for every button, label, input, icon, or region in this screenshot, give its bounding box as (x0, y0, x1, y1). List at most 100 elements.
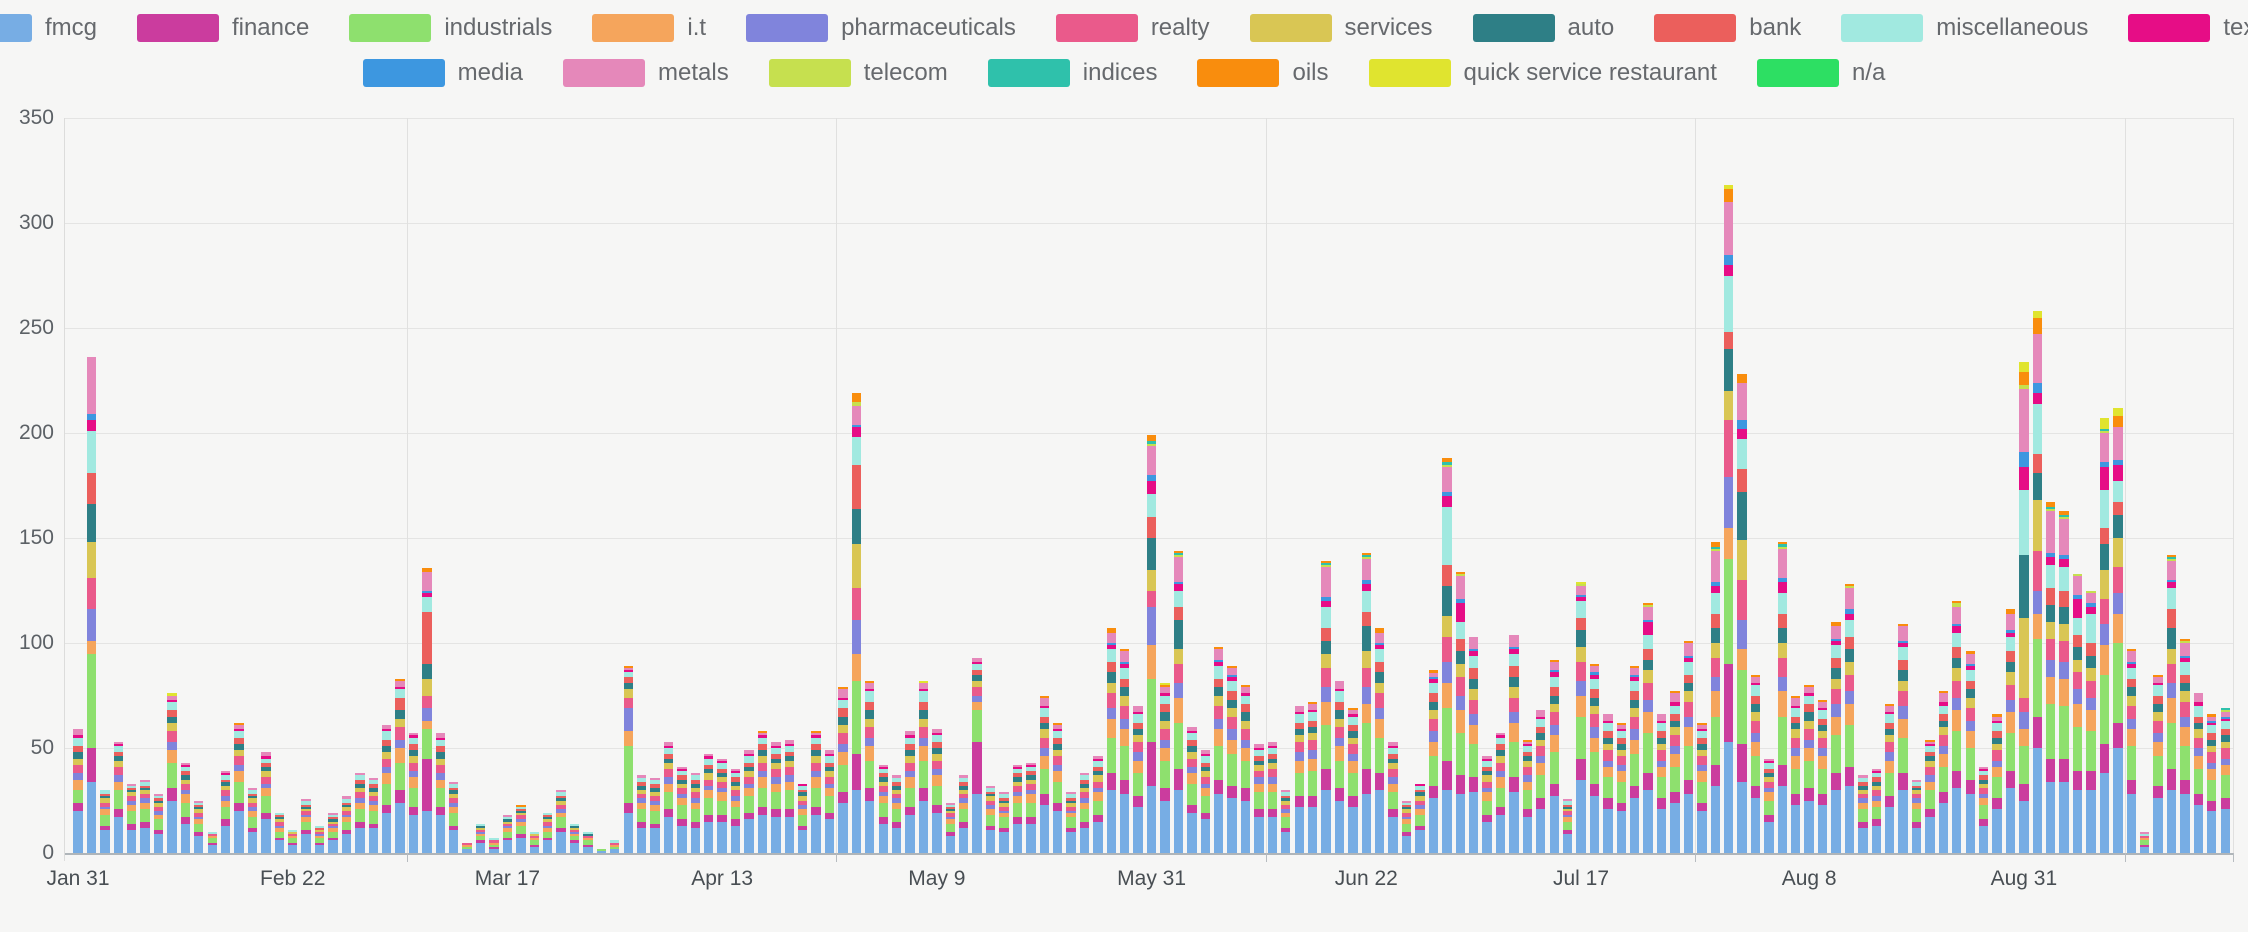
bar-7[interactable] (167, 693, 177, 853)
bar-96[interactable] (1361, 552, 1371, 853)
bar-123[interactable] (1723, 185, 1734, 853)
bar-134[interactable] (1871, 769, 1881, 853)
bar-78[interactable] (1120, 649, 1130, 853)
bar-21[interactable] (355, 773, 365, 853)
bar-68[interactable] (985, 785, 996, 853)
bar-58[interactable] (851, 393, 862, 853)
bar-51[interactable] (757, 731, 768, 853)
legend-item-realty[interactable]: realty (1055, 14, 1210, 42)
bar-110[interactable] (1549, 659, 1559, 853)
bar-84[interactable] (1200, 750, 1210, 853)
bar-118[interactable] (1656, 714, 1667, 853)
bar-100[interactable] (1415, 783, 1425, 853)
bar-147[interactable] (2046, 502, 2056, 853)
bar-138[interactable] (1925, 739, 1935, 853)
bar-37[interactable] (569, 823, 580, 853)
bar-19[interactable] (328, 813, 338, 853)
bar-9[interactable] (194, 800, 204, 853)
bar-103[interactable] (1455, 571, 1465, 853)
bar-45[interactable] (677, 767, 687, 853)
bar-69[interactable] (999, 792, 1009, 853)
bar-141[interactable] (1965, 651, 1975, 853)
bar-108[interactable] (1522, 739, 1533, 853)
bar-121[interactable] (1697, 722, 1707, 853)
legend-item-pharmaceuticals[interactable]: pharmaceuticals (746, 14, 1016, 42)
bar-97[interactable] (1375, 628, 1385, 853)
bar-142[interactable] (1978, 767, 1989, 853)
bar-5[interactable] (140, 779, 150, 853)
legend-item-media[interactable]: media (362, 59, 523, 87)
bar-65[interactable] (945, 802, 955, 853)
bar-46[interactable] (690, 773, 700, 853)
bar-145[interactable] (2019, 361, 2029, 853)
bar-77[interactable] (1106, 628, 1117, 853)
bar-99[interactable] (1401, 800, 1412, 853)
bar-154[interactable] (2139, 832, 2150, 853)
bar-43[interactable] (650, 777, 660, 853)
bar-25[interactable] (408, 733, 419, 853)
legend-item-textiles[interactable]: textiles (2128, 14, 2248, 42)
bar-26[interactable] (422, 567, 432, 853)
bar-111[interactable] (1562, 798, 1573, 853)
bar-132[interactable] (1844, 584, 1855, 853)
bar-10[interactable] (207, 832, 217, 853)
bar-30[interactable] (475, 823, 486, 853)
bar-24[interactable] (395, 678, 405, 853)
bar-41[interactable] (623, 666, 633, 853)
bar-75[interactable] (1079, 773, 1090, 853)
bar-119[interactable] (1670, 691, 1680, 853)
bar-94[interactable] (1334, 680, 1345, 853)
bar-76[interactable] (1093, 756, 1103, 853)
bar-140[interactable] (1952, 601, 1962, 853)
bar-101[interactable] (1428, 670, 1439, 853)
bar-133[interactable] (1858, 775, 1868, 853)
bar-151[interactable] (2099, 418, 2110, 853)
legend-item-i-t[interactable]: i.t (592, 14, 706, 42)
bar-79[interactable] (1133, 706, 1143, 853)
bar-57[interactable] (838, 687, 848, 853)
bar-8[interactable] (180, 762, 191, 853)
bar-152[interactable] (2113, 407, 2123, 853)
bar-54[interactable] (797, 783, 808, 853)
bar-102[interactable] (1442, 458, 1452, 853)
bar-0[interactable] (73, 729, 83, 853)
bar-144[interactable] (2005, 609, 2016, 853)
bar-14[interactable] (261, 752, 271, 853)
bar-66[interactable] (959, 775, 969, 853)
bar-33[interactable] (516, 804, 526, 853)
bar-120[interactable] (1683, 641, 1694, 853)
bar-109[interactable] (1536, 710, 1546, 853)
bar-82[interactable] (1173, 550, 1184, 853)
bar-13[interactable] (247, 787, 258, 853)
bar-38[interactable] (583, 832, 593, 853)
bar-88[interactable] (1254, 743, 1264, 853)
bar-107[interactable] (1509, 634, 1519, 853)
bar-129[interactable] (1804, 685, 1814, 853)
bar-52[interactable] (771, 741, 781, 853)
bar-122[interactable] (1710, 542, 1720, 853)
bar-115[interactable] (1616, 722, 1626, 853)
bar-137[interactable] (1911, 779, 1922, 853)
legend-item-oils[interactable]: oils (1197, 59, 1329, 87)
legend-item-services[interactable]: services (1249, 14, 1433, 42)
bar-104[interactable] (1468, 636, 1479, 853)
bar-18[interactable] (314, 825, 325, 853)
bar-67[interactable] (972, 657, 982, 853)
bar-61[interactable] (891, 775, 902, 853)
bar-74[interactable] (1066, 792, 1076, 853)
legend-item-quick-service-restaurant[interactable]: quick service restaurant (1368, 59, 1717, 87)
bar-31[interactable] (489, 838, 499, 853)
legend-item-industrials[interactable]: industrials (349, 14, 552, 42)
bar-59[interactable] (865, 680, 875, 853)
bar-50[interactable] (744, 750, 754, 853)
legend-item-telecom[interactable]: telecom (768, 59, 948, 87)
bar-158[interactable] (2193, 693, 2204, 853)
bar-130[interactable] (1817, 699, 1828, 853)
bar-29[interactable] (462, 842, 472, 853)
bar-139[interactable] (1938, 691, 1949, 853)
bar-60[interactable] (878, 764, 888, 853)
bar-127[interactable] (1777, 542, 1788, 853)
bar-128[interactable] (1791, 695, 1801, 853)
bar-53[interactable] (784, 739, 794, 853)
bar-92[interactable] (1307, 701, 1318, 853)
